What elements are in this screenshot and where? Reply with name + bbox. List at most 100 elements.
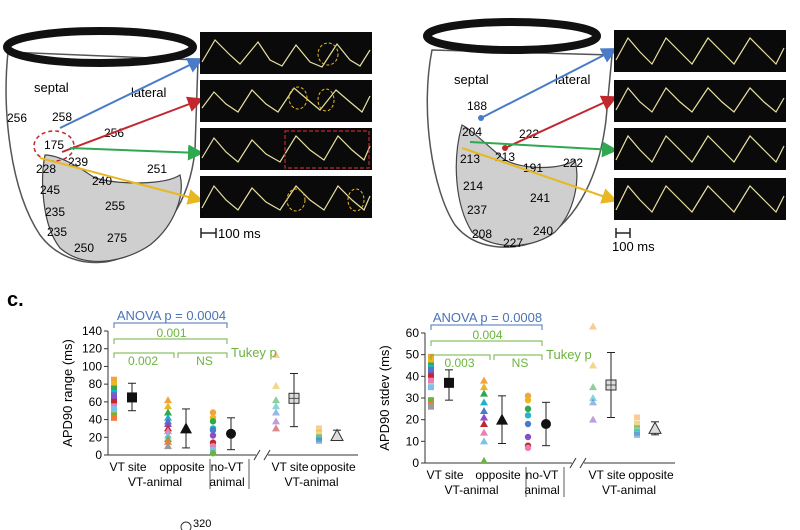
apd-value: 241 <box>530 191 550 205</box>
y-tick-label: 10 <box>406 434 420 448</box>
tukey-comparison: NS <box>196 354 213 368</box>
tukey-comparison: 0.004 <box>472 328 502 342</box>
anova-label: ANOVA p = 0.0004 <box>117 308 226 323</box>
axis-break <box>579 457 587 469</box>
x-tick-label: VT site <box>426 468 463 482</box>
mean-marker <box>226 428 236 439</box>
apd-value: 240 <box>92 174 112 188</box>
lateral-label-left: lateral <box>131 85 167 100</box>
data-point <box>209 418 217 425</box>
y-tick-label: 60 <box>89 395 103 409</box>
tukey-label: Tukey p <box>231 345 277 360</box>
data-point <box>524 412 532 419</box>
trace-box <box>200 128 372 170</box>
green-arrow-right <box>469 141 618 158</box>
trace-box <box>200 176 372 218</box>
data-point <box>111 385 117 392</box>
x-group-label: VT-animal <box>128 475 182 489</box>
x-tick-label: VT site <box>109 460 146 474</box>
x-group-label: animal <box>524 483 559 497</box>
x-tick-label: VT site <box>271 460 308 474</box>
apd-value: 228 <box>36 162 56 176</box>
top-left-panel: septal lateral 256 258 175 256 239 251 2… <box>3 27 372 264</box>
x-group-label: VT-animal <box>444 483 498 497</box>
lateral-label-right: lateral <box>555 72 591 87</box>
data-point <box>209 450 217 457</box>
scar-region-right <box>455 124 578 247</box>
apd-value: 275 <box>107 231 127 245</box>
data-point <box>480 428 488 436</box>
apd-value: 222 <box>519 127 539 141</box>
data-point <box>316 437 322 444</box>
x-tick-label: no-VT <box>526 468 559 482</box>
tukey-bracket <box>113 338 228 344</box>
apd-value: 222 <box>563 156 583 170</box>
data-point <box>589 322 597 330</box>
y-tick-label: 50 <box>406 348 420 362</box>
data-point <box>316 425 322 432</box>
red-arrow-left <box>61 96 204 153</box>
data-point <box>589 398 597 406</box>
apd-value: 208 <box>472 227 492 241</box>
data-point <box>111 376 117 383</box>
data-point <box>316 429 322 436</box>
red-circle-left <box>33 130 75 162</box>
apd-value: 235 <box>47 225 67 239</box>
septal-label-left: septal <box>34 80 69 95</box>
data-point <box>164 420 172 427</box>
data-point <box>164 442 172 450</box>
data-point <box>111 414 117 421</box>
data-point <box>524 420 532 428</box>
axis-break <box>263 449 271 461</box>
data-point <box>111 398 117 405</box>
data-point <box>524 396 532 404</box>
y-axis-label: APD90 range (ms) <box>60 339 75 447</box>
data-point <box>428 403 434 410</box>
valve-ring-right <box>423 18 601 54</box>
x-tick-label: no-VT <box>211 460 244 474</box>
data-point <box>164 427 172 435</box>
data-point <box>634 431 640 438</box>
data-point <box>209 432 217 439</box>
scale-label-right: 100 ms <box>612 239 655 254</box>
axis-break <box>253 449 261 461</box>
scale-label-left: 100 ms <box>218 226 261 241</box>
tukey-comparison: 0.002 <box>128 354 158 368</box>
tukey-comparison: 0.003 <box>444 356 474 370</box>
scale-bar-left <box>200 228 217 238</box>
data-point <box>164 413 172 421</box>
data-point <box>272 424 280 432</box>
scar-region-left <box>42 154 182 262</box>
yellow-arrow-left <box>39 157 204 205</box>
y-tick-label: 20 <box>89 430 103 444</box>
data-point <box>589 383 597 391</box>
trace-box <box>200 32 372 74</box>
y-tick-label: 120 <box>82 342 102 356</box>
apd-value: 258 <box>52 110 72 124</box>
y-tick-label: 0 <box>412 456 419 470</box>
apd-value: 256 <box>7 111 27 125</box>
data-point <box>272 350 280 358</box>
data-point <box>272 381 280 389</box>
tukey-label: Tukey p <box>546 347 592 362</box>
data-point <box>428 358 434 365</box>
tukey-bracket <box>177 352 228 358</box>
tukey-comparison: 0.001 <box>156 326 186 340</box>
x-group-label: animal <box>209 475 244 489</box>
apd-value: 251 <box>147 162 167 176</box>
x-group-label: VT-animal <box>602 483 656 497</box>
mean-marker <box>330 428 344 442</box>
apd-value: 227 <box>503 236 523 250</box>
apd-value: 250 <box>74 241 94 255</box>
anova-bracket <box>430 324 543 330</box>
bottom-fragment-value: 320 <box>193 518 211 530</box>
data-point <box>428 366 434 373</box>
apd-value: 188 <box>467 99 487 113</box>
apd-value: 245 <box>40 183 60 197</box>
y-tick-label: 40 <box>89 413 103 427</box>
data-point <box>164 408 172 416</box>
data-point <box>634 421 640 427</box>
apd-value: 240 <box>533 224 553 238</box>
data-point <box>428 384 434 391</box>
